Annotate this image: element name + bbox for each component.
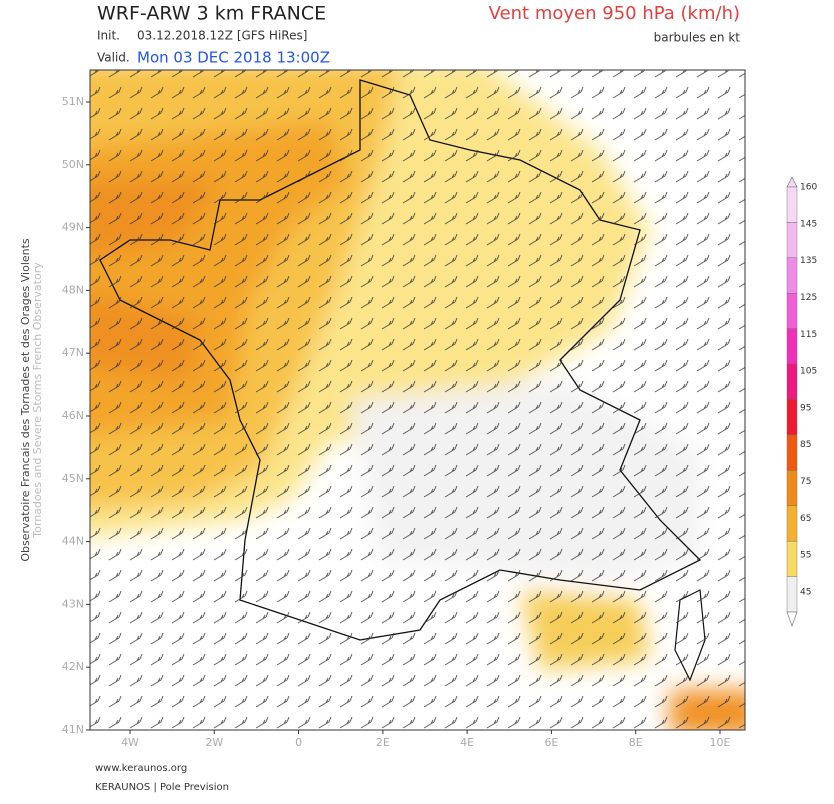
parameter: Vent moyen 950 hPa (km/h): [489, 3, 740, 24]
footer-brand: KERAUNOS | Pole Prevision: [95, 782, 229, 793]
colorbar-segment: [786, 576, 798, 613]
colorbar-label: 115: [800, 330, 817, 340]
colorbar-label: 55: [800, 551, 811, 561]
lat-label: 43N: [62, 597, 84, 610]
lat-label: 44N: [62, 535, 84, 548]
lat-label: 41N: [62, 723, 84, 736]
colorbar-segment: [786, 222, 798, 259]
wind-barbs: [90, 70, 745, 730]
lat-label: 46N: [62, 409, 84, 422]
colorbar-segment: [786, 186, 798, 223]
lon-label: 0: [295, 736, 302, 749]
colorbar-segment: [786, 399, 798, 436]
lon-label: 10E: [710, 736, 731, 749]
colorbar-segment: [786, 434, 798, 471]
lat-label: 45N: [62, 472, 84, 485]
valid-value: Mon 03 DEC 2018 13:00Z: [137, 49, 330, 67]
side-text: Observatoire Francais des Tornades et de…: [19, 238, 32, 562]
colorbar-segment: [786, 540, 798, 577]
map: [90, 70, 745, 730]
colorbar-label: 75: [800, 477, 811, 487]
init-value: 03.12.2018.12Z [GFS HiRes]: [137, 29, 307, 43]
colorbar-segment: [786, 470, 798, 506]
lon-label: 4W: [121, 736, 139, 749]
side-text: Tornadoes and Severe Storms French Obser…: [31, 262, 44, 539]
colorbar-end: [786, 176, 798, 188]
colorbar-segment: [786, 293, 798, 329]
colorbar-label: 95: [800, 403, 811, 413]
colorbar-segment: [786, 328, 798, 365]
colorbar-label: 160: [800, 183, 817, 193]
title: WRF-ARW 3 km FRANCE: [97, 3, 326, 25]
footer-site: www.keraunos.org: [95, 763, 187, 774]
lon-label: 8E: [629, 736, 643, 749]
lat-label: 42N: [62, 660, 84, 673]
lon-label: 2E: [376, 736, 390, 749]
colorbar-label: 145: [800, 219, 817, 229]
valid-label: Valid.: [97, 51, 130, 65]
lat-label: 50N: [62, 158, 84, 171]
lon-label: 6E: [544, 736, 558, 749]
lat-label: 48N: [62, 283, 84, 296]
colorbar-segment: [786, 505, 798, 542]
colorbar-end: [786, 611, 798, 627]
colorbar-label: 135: [800, 256, 817, 266]
colorbar-label: 125: [800, 293, 817, 303]
colorbar-segment: [786, 363, 798, 400]
lat-label: 51N: [62, 95, 84, 108]
lon-label: 2W: [205, 736, 223, 749]
lat-label: 49N: [62, 221, 84, 234]
lat-label: 47N: [62, 346, 84, 359]
lon-label: 4E: [460, 736, 474, 749]
units-note: barbules en kt: [654, 31, 741, 45]
colorbar-label: 45: [800, 588, 811, 598]
colorbar-segment: [786, 257, 798, 294]
colorbar-label: 65: [800, 514, 811, 524]
init-label: Init.: [97, 29, 120, 43]
colorbar-label: 105: [800, 367, 817, 377]
colorbar-label: 85: [800, 440, 811, 450]
map-frame: [89, 69, 746, 731]
